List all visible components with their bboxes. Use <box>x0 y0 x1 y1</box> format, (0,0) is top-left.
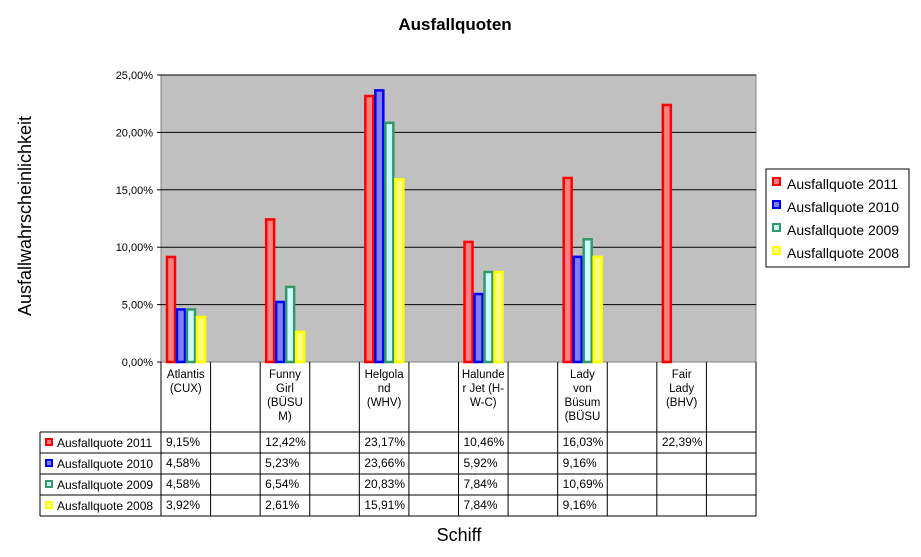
bar <box>493 270 504 364</box>
y-tick-label: 10,00% <box>116 242 154 254</box>
bar <box>294 330 306 364</box>
bar <box>562 176 573 364</box>
bar <box>661 103 673 364</box>
y-axis-ticks: 0,00% 5,00% 10,00% 15,00% 20,00% 25,00% <box>116 70 161 369</box>
category-label: Funny Girl (BÜSU M) <box>267 369 303 423</box>
data-label: 10,46% <box>464 435 505 449</box>
data-table: Atlantis (CUX) Funny Girl (BÜSU M) Helgola nd (W… <box>39 362 757 517</box>
data-label: 9,16% <box>563 456 597 470</box>
data-label: 2,61% <box>265 498 299 512</box>
series-key <box>45 501 53 509</box>
bar <box>592 255 603 364</box>
data-label: 16,03% <box>563 435 604 449</box>
series-key <box>45 480 53 488</box>
bar <box>384 121 395 364</box>
legend-label: Ausfallquote 2010 <box>787 199 899 215</box>
y-tick-label: 25,00% <box>116 70 154 82</box>
series-row-label: Ausfallquote 2010 <box>57 457 153 471</box>
plot-area <box>160 74 757 363</box>
bar <box>185 308 197 364</box>
y-tick-label: 5,00% <box>122 300 153 312</box>
data-label: 20,83% <box>364 477 405 491</box>
category-label: Helgola nd (WHV) <box>365 369 405 409</box>
category-label: Fair Lady (BHV) <box>666 369 697 409</box>
bar <box>274 300 286 364</box>
legend-label: Ausfallquote 2008 <box>787 245 899 261</box>
data-label: 22,39% <box>662 435 703 449</box>
data-label: 7,84% <box>464 498 498 512</box>
data-label: 6,54% <box>265 477 299 491</box>
y-tick-label: 15,00% <box>116 185 154 197</box>
bar <box>483 270 494 364</box>
legend-swatch <box>772 177 781 186</box>
series-row-label: Ausfallquote 2009 <box>57 478 153 492</box>
legend-box <box>765 168 910 268</box>
bar <box>374 89 385 364</box>
legend-swatch <box>772 200 781 209</box>
category-label: Lady von Büsum (BÜSU <box>565 369 601 423</box>
bar <box>572 255 583 364</box>
data-label: 3,92% <box>166 498 200 512</box>
bar <box>264 218 276 364</box>
chart-title: Ausfallquoten <box>398 15 511 34</box>
data-label: 4,58% <box>166 456 200 470</box>
data-label: 23,17% <box>364 435 405 449</box>
data-label: 5,92% <box>464 456 498 470</box>
legend-label: Ausfallquote 2009 <box>787 222 899 238</box>
series-key <box>45 459 53 467</box>
category-label: Halunde r Jet (H-W-C) <box>462 369 505 409</box>
series-row-label: Ausfallquote 2008 <box>57 499 153 513</box>
data-label: 10,69% <box>563 477 604 491</box>
category-label: Atlantis (CUX) <box>167 369 205 395</box>
bar <box>463 240 474 364</box>
bar <box>394 178 405 364</box>
series-row-label: Ausfallquote 2011 <box>57 436 153 450</box>
bar <box>175 308 187 364</box>
x-axis-title: Schiff <box>437 525 483 545</box>
legend: Ausfallquote 2011 Ausfallquote 2010 Ausfal… <box>765 168 910 268</box>
bar <box>582 238 593 364</box>
data-label: 7,84% <box>464 477 498 491</box>
data-label: 12,42% <box>265 435 306 449</box>
bar <box>195 315 207 364</box>
bars <box>165 89 673 364</box>
data-label: 15,91% <box>364 498 405 512</box>
y-tick-label: 20,00% <box>116 127 154 139</box>
data-label: 9,16% <box>563 498 597 512</box>
bar <box>165 255 177 364</box>
legend-swatch <box>772 223 781 232</box>
gridlines <box>161 74 756 306</box>
data-label: 23,66% <box>364 456 405 470</box>
y-tick-label: 0,00% <box>122 357 153 369</box>
data-label: 5,23% <box>265 456 299 470</box>
legend-swatch <box>772 246 781 255</box>
legend-label: Ausfallquote 2011 <box>787 176 898 192</box>
y-axis-title: Ausfallwahrscheinlichkeit <box>15 116 35 316</box>
bar <box>284 285 296 364</box>
bar <box>364 94 375 364</box>
data-label: 4,58% <box>166 477 200 491</box>
series-key <box>45 438 53 446</box>
data-label: 9,15% <box>166 435 200 449</box>
bar <box>473 292 484 364</box>
